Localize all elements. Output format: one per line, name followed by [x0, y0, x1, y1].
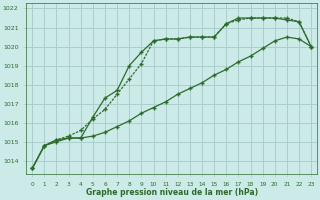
- X-axis label: Graphe pression niveau de la mer (hPa): Graphe pression niveau de la mer (hPa): [86, 188, 258, 197]
